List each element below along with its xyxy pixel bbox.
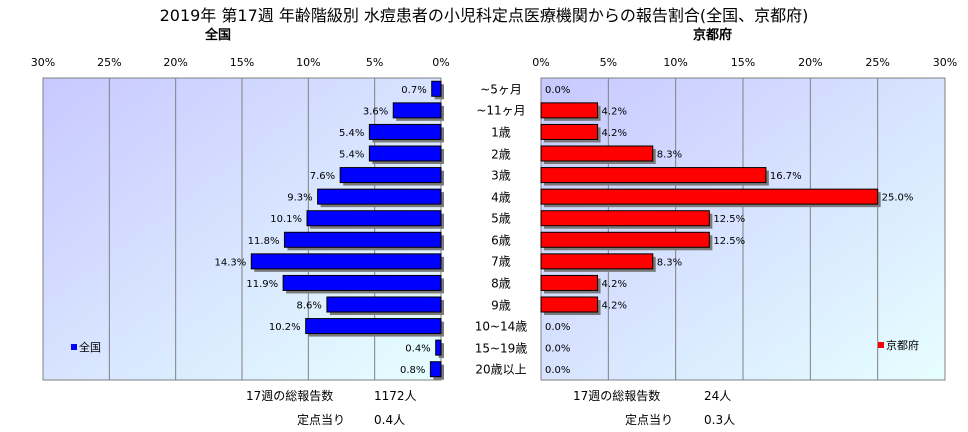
left-bar (306, 210, 442, 227)
left-per-label: 定点当り (297, 413, 346, 427)
right-tick-label: 15% (730, 56, 756, 69)
right-bar-value-label: 8.3% (657, 150, 682, 161)
left-bar (431, 80, 442, 97)
left-bar (326, 296, 442, 313)
category-label: 7歳 (491, 254, 511, 269)
right-bar (540, 145, 654, 162)
right-bar-value-label: 0.0% (545, 344, 570, 355)
right-tick-label: 25% (865, 56, 890, 69)
right-bar (540, 274, 599, 291)
right-bar (540, 167, 767, 184)
left-total-value: 1172人 (374, 389, 417, 403)
right-bar (540, 188, 879, 205)
left-total-label: 17週の総報告数 (246, 389, 334, 403)
left-legend-label: 全国 (79, 340, 101, 354)
left-bar-value-label: 5.4% (339, 150, 364, 161)
category-label: 15~19歳 (474, 341, 528, 356)
right-bar-value-label: 0.0% (545, 365, 570, 376)
left-tick-label: 0% (432, 56, 450, 69)
right-legend-label: 京都府 (886, 338, 919, 352)
category-label: 6歳 (491, 233, 511, 248)
category-label: 4歳 (491, 190, 511, 205)
left-bar-value-label: 0.8% (400, 365, 425, 376)
right-bar (540, 102, 599, 119)
left-chart-title: 全国 (205, 28, 232, 43)
category-label: 10~14歳 (474, 319, 528, 334)
left-bar-value-label: 14.3% (215, 257, 247, 268)
left-tick-label: 30% (30, 56, 56, 69)
right-bar-value-label: 0.0% (545, 85, 570, 96)
category-label: 8歳 (491, 276, 511, 291)
left-bar-value-label: 0.4% (405, 344, 430, 355)
left-tick-label: 15% (229, 56, 255, 69)
left-bar (283, 231, 442, 248)
right-bar (540, 253, 654, 270)
category-label: 2歳 (491, 147, 511, 161)
category-label: 9歳 (491, 298, 511, 312)
left-tick-label: 20% (163, 56, 188, 69)
right-per-label: 定点当り (625, 413, 674, 427)
right-bar (540, 296, 599, 313)
category-label: ~11ヶ月 (476, 103, 526, 118)
left-bar (368, 123, 442, 140)
left-legend-swatch (71, 344, 77, 350)
right-bar-value-label: 12.5% (713, 236, 745, 247)
left-bar-value-label: 10.2% (269, 322, 301, 333)
right-bar-value-label: 4.2% (602, 106, 627, 117)
right-bar-value-label: 8.3% (657, 257, 682, 268)
left-bar-value-label: 8.6% (297, 301, 322, 312)
left-bar (250, 253, 442, 270)
right-chart-title: 京都府 (693, 28, 733, 43)
left-bar (305, 318, 442, 335)
category-label: ~5ヶ月 (480, 82, 522, 97)
right-tick-label: 5% (599, 56, 618, 69)
left-bar-value-label: 10.1% (270, 214, 302, 225)
left-bar (368, 145, 442, 162)
right-tick-label: 20% (798, 56, 823, 69)
right-plot-area: 0.0% 4.2% 4.2% 8.3% 16.7% 25.0% 12.5% 12.5% 8.3%… (540, 77, 946, 381)
left-bar-value-label: 0.7% (401, 85, 426, 96)
category-label: 3歳 (491, 168, 511, 183)
right-bar (540, 210, 710, 227)
left-plot-area: 0.7% 3.6% 5.4% 5.4% 7.6% 9.3% 10.1% 11.8%14.3% 1… (42, 77, 444, 381)
left-bar (317, 188, 442, 205)
category-label: 1歳 (491, 125, 511, 140)
left-bar-value-label: 5.4% (339, 128, 364, 139)
right-total-label: 17週の総報告数 (573, 389, 661, 403)
right-bar (540, 123, 599, 140)
left-bar-value-label: 11.9% (246, 279, 278, 290)
right-bar-value-label: 0.0% (545, 322, 570, 333)
right-tick-label: 30% (932, 56, 958, 69)
right-bar-value-label: 4.2% (602, 128, 627, 139)
left-bar (392, 102, 442, 119)
left-tick-label: 25% (97, 56, 122, 69)
left-bar (435, 339, 442, 356)
left-per-value: 0.4人 (374, 413, 406, 427)
left-bar-value-label: 3.6% (363, 106, 388, 117)
right-total-value: 24人 (704, 389, 732, 403)
right-bar-value-label: 16.7% (770, 171, 802, 182)
left-tick-label: 10% (296, 56, 321, 69)
left-bar (429, 361, 442, 378)
left-bar-value-label: 9.3% (287, 193, 312, 204)
left-tick-label: 5% (365, 56, 384, 69)
right-per-value: 0.3人 (704, 413, 736, 427)
left-bar-value-label: 11.8% (248, 236, 280, 247)
category-label: 20歳以上 (475, 362, 527, 377)
right-bar-value-label: 4.2% (602, 301, 627, 312)
right-bar (540, 231, 710, 248)
left-bar (339, 167, 442, 184)
right-legend-swatch (878, 342, 884, 348)
right-tick-label: 10% (663, 56, 688, 69)
right-bar-value-label: 4.2% (602, 279, 627, 290)
category-label: 5歳 (491, 211, 511, 226)
right-tick-label: 0% (532, 56, 550, 69)
left-bar-value-label: 7.6% (310, 171, 335, 182)
page-title: 2019年 第17週 年齢階級別 水痘患者の小児科定点医療機関からの報告割合(全… (159, 6, 809, 25)
right-bar-value-label: 12.5% (713, 214, 745, 225)
left-bar (282, 274, 442, 291)
right-bar-value-label: 25.0% (882, 193, 914, 204)
